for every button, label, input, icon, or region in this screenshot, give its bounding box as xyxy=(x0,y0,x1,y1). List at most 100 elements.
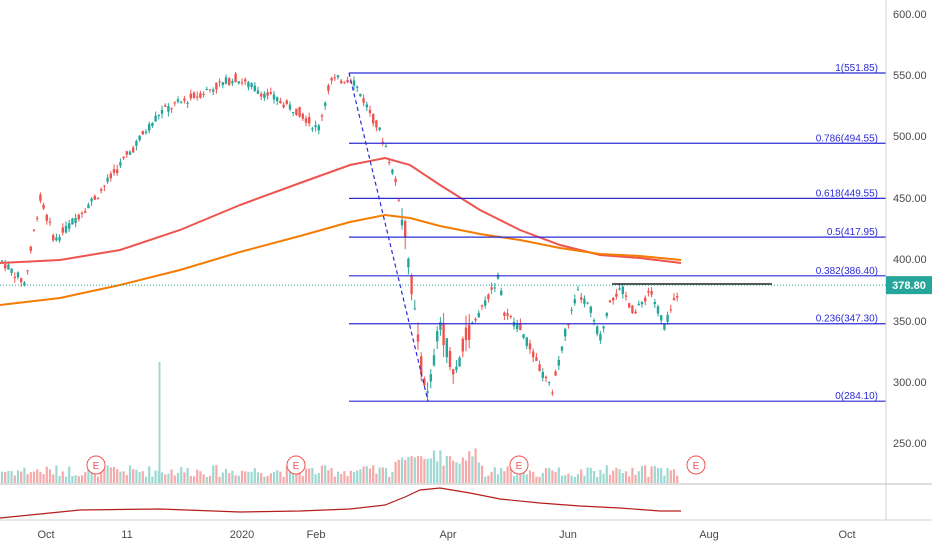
earnings-marker xyxy=(86,455,106,475)
candle-body xyxy=(468,324,471,340)
volume-bar xyxy=(132,469,135,483)
candle-body xyxy=(484,300,487,306)
candle-body xyxy=(45,214,48,221)
volume-bar xyxy=(496,474,500,483)
volume-bar xyxy=(644,465,647,483)
candle-body xyxy=(292,112,295,114)
candle-body xyxy=(615,293,618,297)
y-tick-label: 300.00 xyxy=(893,377,927,389)
volume-bar xyxy=(375,473,378,483)
candle-body xyxy=(52,235,55,241)
candle-body xyxy=(288,104,292,110)
volume-bar xyxy=(608,474,612,483)
candle-body xyxy=(359,93,362,97)
candle-body xyxy=(605,312,608,317)
volume-bar xyxy=(400,457,404,483)
candle-body xyxy=(653,301,656,305)
volume-bar xyxy=(39,471,42,483)
candle-body xyxy=(23,282,26,286)
volume-bar xyxy=(93,466,96,483)
volume-bar xyxy=(538,476,541,483)
volume-bar xyxy=(368,468,372,483)
candle-body xyxy=(644,297,647,302)
candle-body xyxy=(32,229,36,231)
candle-body xyxy=(218,81,221,83)
candle-body xyxy=(36,217,39,219)
candle-body xyxy=(573,299,576,304)
volume-bar xyxy=(586,467,589,483)
volume-bar xyxy=(180,467,183,483)
volume-bar xyxy=(87,467,90,483)
indicator-pane xyxy=(0,487,681,519)
candle-body xyxy=(208,89,212,91)
volume-bar xyxy=(589,467,592,483)
candle-body xyxy=(506,313,509,316)
volume-bar xyxy=(551,470,554,483)
candle-body xyxy=(260,93,263,97)
volume-bar xyxy=(663,475,666,483)
fib-level-label: 1(551.85) xyxy=(835,63,878,74)
candle-body xyxy=(672,298,676,300)
candle-body xyxy=(317,125,320,131)
volume-bar xyxy=(231,470,234,483)
candle-body xyxy=(272,94,276,100)
candle-body xyxy=(7,264,10,270)
candle-body xyxy=(282,104,285,108)
candle-body xyxy=(186,102,189,104)
fib-level-label: 0.786(494.55) xyxy=(816,133,878,144)
fibonacci-levels: 1(551.85) 0.786(494.55) 0.618(449.55) 0.5(4… xyxy=(348,63,886,402)
volume-bar xyxy=(288,466,292,483)
volume-bar xyxy=(247,471,250,483)
candle-body xyxy=(151,123,154,127)
candle-body xyxy=(455,366,458,370)
candle-body xyxy=(477,312,480,318)
candle-body xyxy=(231,81,234,84)
fib-level-label: 0.618(449.55) xyxy=(816,188,878,199)
candle-body xyxy=(266,92,269,96)
y-tick-label: 550.00 xyxy=(893,70,927,82)
candle-body xyxy=(634,311,637,314)
volume-bar xyxy=(276,470,279,483)
volume-bar xyxy=(455,462,458,483)
volume-bar xyxy=(583,475,586,483)
candle-body xyxy=(461,338,464,352)
candle-body xyxy=(596,326,599,334)
volume-bar xyxy=(468,451,471,483)
earnings-marker xyxy=(686,455,706,475)
volume-bar xyxy=(74,475,77,483)
candle-body xyxy=(256,90,260,94)
volume-spike xyxy=(158,362,161,483)
volume-bar xyxy=(532,471,535,483)
volume-bar xyxy=(554,471,557,483)
volume-bar xyxy=(647,476,650,483)
volume-bar xyxy=(183,472,186,483)
candle-body xyxy=(298,106,301,117)
volume-bar xyxy=(432,450,436,483)
volume-bar xyxy=(272,472,276,483)
volume-bar xyxy=(541,472,544,483)
candle-body xyxy=(10,268,13,274)
volume-bar xyxy=(336,471,340,483)
volume-bar xyxy=(324,465,327,483)
candle-body xyxy=(612,297,615,301)
volume-bar xyxy=(48,469,52,483)
volume-bar xyxy=(4,472,7,483)
candle-body xyxy=(132,147,135,153)
volume-bar xyxy=(487,475,490,483)
candle-body xyxy=(407,258,410,268)
volume-bar xyxy=(452,460,455,483)
volume-bar xyxy=(173,475,176,483)
candle-body xyxy=(13,276,16,279)
volume-bar xyxy=(333,476,336,483)
volume-bar xyxy=(493,467,496,483)
current-price-label: 378.80 xyxy=(892,280,926,292)
volume-bar xyxy=(90,468,93,483)
candle-body xyxy=(253,85,256,91)
candle-body xyxy=(176,99,180,102)
volume-bar xyxy=(653,465,656,483)
candle-body xyxy=(618,288,621,290)
x-tick-label: Oct xyxy=(838,529,855,541)
candle-body xyxy=(327,85,330,91)
candle-body xyxy=(394,178,397,183)
